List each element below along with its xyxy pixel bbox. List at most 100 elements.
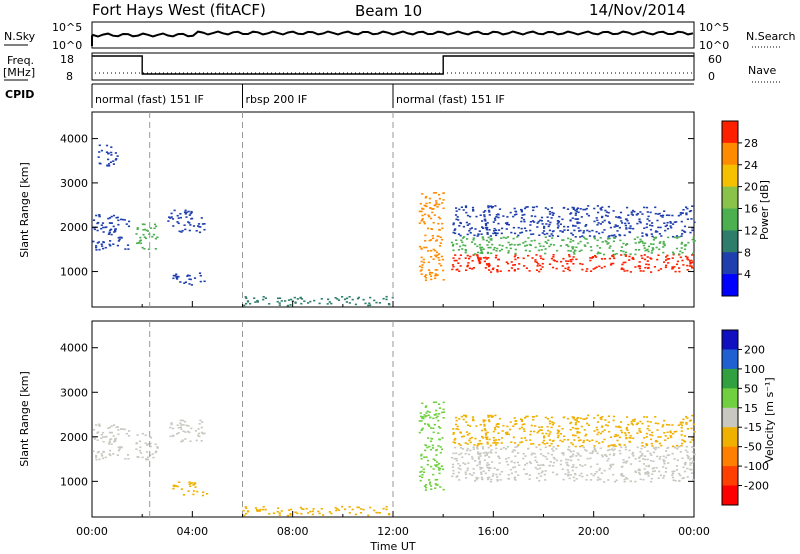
range-cell [607, 205, 610, 208]
colorbar-swatch [722, 142, 738, 166]
range-cell [652, 460, 655, 463]
range-cell [480, 443, 483, 445]
range-cell [481, 447, 485, 450]
range-cell [625, 437, 628, 440]
range-cell [101, 455, 104, 457]
range-cell [487, 463, 491, 466]
range-cell [513, 417, 516, 419]
range-cell [607, 242, 610, 244]
range-cell [572, 434, 575, 437]
range-cell [606, 215, 609, 217]
range-cell [596, 452, 599, 455]
range-cell [671, 257, 674, 259]
range-cell [533, 221, 536, 223]
range-cell [189, 485, 192, 488]
range-cell [498, 457, 501, 460]
range-cell [191, 482, 194, 484]
range-cell [662, 214, 665, 217]
range-cell [577, 436, 580, 439]
range-cell [154, 248, 157, 250]
range-cell [114, 159, 117, 161]
range-cell [466, 264, 469, 267]
range-cell [521, 423, 524, 426]
range-cell [426, 463, 429, 466]
range-cell [518, 427, 521, 430]
range-cell [484, 210, 487, 212]
range-cell [104, 456, 107, 459]
range-cell [581, 235, 584, 237]
range-cell [489, 271, 493, 273]
range-cell [550, 257, 553, 260]
range-cell [556, 432, 559, 435]
range-cell [530, 215, 533, 217]
range-cell [423, 471, 426, 473]
range-cell [660, 444, 663, 447]
range-cell [110, 146, 113, 148]
range-cell [609, 264, 613, 266]
range-cell [691, 446, 694, 448]
range-cell [683, 230, 686, 233]
range-cell [494, 205, 497, 207]
range-cell [510, 243, 513, 246]
range-cell [620, 267, 624, 269]
range-cell [544, 236, 547, 238]
range-cell [692, 479, 695, 481]
range-cell [512, 215, 515, 218]
range-cell [670, 436, 673, 439]
range-cell [569, 238, 572, 241]
range-cell [675, 469, 679, 471]
range-cell [636, 422, 639, 424]
range-cell [487, 467, 490, 469]
range-cell [644, 471, 647, 474]
range-cell [677, 214, 680, 217]
range-cell [521, 214, 524, 216]
range-cell [473, 234, 476, 237]
range-cell [538, 234, 541, 236]
range-cell [420, 210, 423, 213]
range-cell [672, 223, 675, 225]
range-cell [622, 459, 625, 461]
range-cell [496, 480, 499, 482]
range-cell [513, 442, 517, 444]
range-cell [431, 235, 434, 237]
range-cell [655, 467, 658, 469]
range-cell [427, 250, 430, 252]
range-cell [681, 457, 684, 460]
range-cell [256, 510, 259, 512]
range-cell [650, 477, 653, 480]
range-cell [104, 226, 107, 229]
range-cell [601, 231, 604, 234]
range-cell [559, 245, 562, 247]
range-cell [109, 161, 112, 163]
range-cell [144, 434, 147, 436]
range-cell [245, 302, 248, 305]
range-cell [189, 440, 192, 443]
range-cell [561, 218, 564, 221]
range-cell [543, 436, 546, 439]
range-cell [441, 468, 445, 471]
range-cell [341, 296, 344, 298]
range-cell [495, 439, 498, 441]
range-cell [442, 199, 445, 201]
range-cell [622, 250, 625, 253]
range-cell [176, 214, 179, 217]
range-cell [549, 461, 552, 463]
range-cell [486, 431, 489, 434]
range-cell [604, 214, 608, 217]
freq-trace [92, 55, 694, 75]
range-cell [367, 514, 370, 517]
range-cell [457, 249, 460, 251]
range-cell [552, 450, 555, 452]
range-cell [542, 230, 546, 232]
range-cell [634, 470, 637, 473]
range-cell [598, 442, 601, 444]
range-cell [684, 449, 688, 452]
range-cell [442, 269, 445, 272]
range-cell [259, 508, 262, 511]
range-cell [600, 418, 603, 421]
range-cell [427, 459, 430, 462]
range-cell [612, 463, 615, 466]
range-cell [596, 414, 599, 417]
range-cell [662, 466, 665, 468]
range-cell [513, 244, 516, 246]
